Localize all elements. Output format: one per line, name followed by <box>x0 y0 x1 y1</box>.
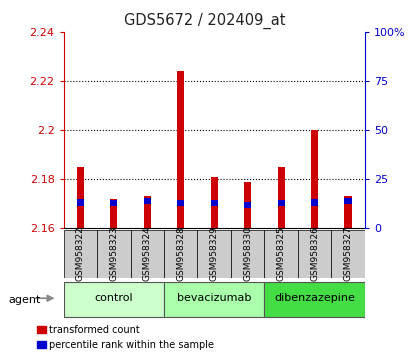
Text: GSM958330: GSM958330 <box>243 227 252 281</box>
Text: agent: agent <box>8 295 40 305</box>
Text: GDS5672 / 202409_at: GDS5672 / 202409_at <box>124 12 285 29</box>
Bar <box>76 199 84 206</box>
Bar <box>177 200 184 206</box>
Bar <box>97 230 130 278</box>
Bar <box>344 198 351 204</box>
Bar <box>310 199 317 206</box>
Bar <box>277 167 284 228</box>
Text: GSM958323: GSM958323 <box>109 227 118 281</box>
Bar <box>210 177 217 228</box>
Text: GSM958328: GSM958328 <box>176 227 185 281</box>
Bar <box>277 200 284 206</box>
Bar <box>143 196 151 228</box>
Text: GSM958322: GSM958322 <box>76 227 85 281</box>
Bar <box>110 200 117 206</box>
Bar <box>330 230 364 278</box>
Bar <box>230 230 264 278</box>
Text: control: control <box>94 293 133 303</box>
Text: GSM958327: GSM958327 <box>343 227 352 281</box>
Bar <box>264 230 297 278</box>
Bar <box>177 71 184 228</box>
Bar <box>243 182 251 228</box>
Bar <box>210 200 217 206</box>
Bar <box>264 282 364 316</box>
Bar <box>297 230 330 278</box>
Bar <box>143 198 151 204</box>
Bar <box>243 202 251 208</box>
Text: dibenzazepine: dibenzazepine <box>274 293 354 303</box>
Bar <box>63 282 164 316</box>
Bar <box>110 199 117 228</box>
Bar <box>344 196 351 228</box>
Text: GSM958326: GSM958326 <box>310 227 318 281</box>
Bar <box>164 230 197 278</box>
Bar <box>63 230 97 278</box>
Text: GSM958324: GSM958324 <box>142 227 151 281</box>
Text: GSM958329: GSM958329 <box>209 227 218 281</box>
Text: bevacizumab: bevacizumab <box>177 293 251 303</box>
Bar <box>197 230 230 278</box>
Bar <box>130 230 164 278</box>
Bar <box>310 130 317 228</box>
Text: GSM958325: GSM958325 <box>276 227 285 281</box>
Bar <box>164 282 264 316</box>
Legend: transformed count, percentile rank within the sample: transformed count, percentile rank withi… <box>33 321 218 354</box>
Bar <box>76 167 84 228</box>
